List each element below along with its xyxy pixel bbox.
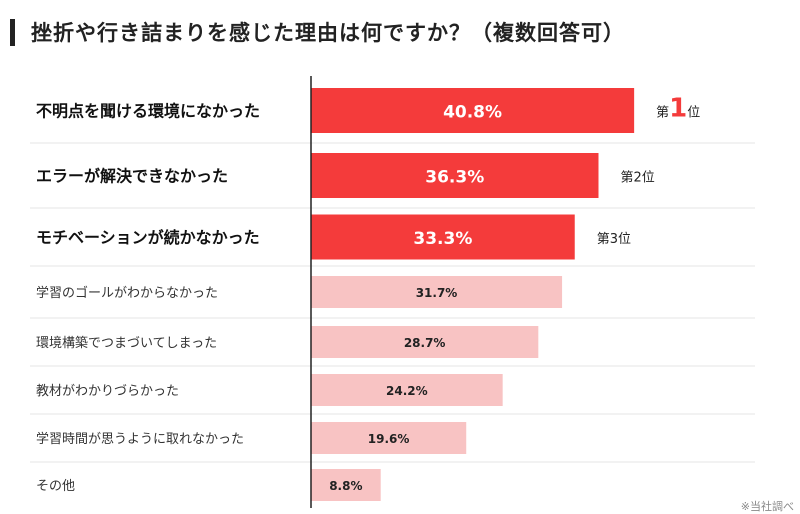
bar-8: [311, 469, 381, 501]
bar-7: [311, 422, 467, 454]
category-label: 教材がわかりづらかった: [36, 383, 179, 399]
rank-prefix: 第: [656, 106, 669, 121]
category-label: モチベーションが続かなかった: [36, 228, 260, 247]
category-label: エラーが解決できなかった: [36, 167, 228, 186]
chart-title-text: 挫折や行き詰まりを感じた理由は何ですか？（複数回答可）: [31, 21, 625, 45]
bar-2: [311, 153, 599, 198]
data-label: 24.2%: [386, 384, 428, 398]
data-label: 33.3%: [413, 229, 472, 249]
data-label: 36.3%: [425, 168, 484, 188]
category-label: 学習時間が思うように取れなかった: [36, 431, 244, 447]
footnote: ※当社調べ: [740, 500, 794, 513]
rank-prefix: 第: [597, 232, 610, 247]
bar-1: [311, 88, 635, 133]
rank-number: 3: [610, 232, 618, 247]
bar-3: [311, 214, 575, 260]
bar-4: [311, 276, 563, 308]
category-label: 学習のゴールがわからなかった: [36, 285, 218, 301]
bar-5: [311, 326, 539, 358]
category-label: その他: [36, 479, 75, 494]
category-label: 不明点を聞ける環境になかった: [36, 102, 260, 121]
category-label: 環境構築でつまづいてしまった: [36, 336, 217, 351]
rank-label: 第3位: [597, 232, 631, 247]
rank-suffix: 位: [618, 232, 631, 247]
data-label: 19.6%: [368, 432, 410, 446]
rank-suffix: 位: [642, 171, 655, 186]
rank-label: 第2位: [620, 171, 654, 186]
title-accent-bar: [10, 18, 15, 46]
chart-title: 挫折や行き詰まりを感じた理由は何ですか？（複数回答可）: [10, 17, 625, 47]
rank-number: 2: [634, 171, 642, 186]
data-label: 40.8%: [443, 103, 502, 123]
rank-prefix: 第: [620, 171, 633, 186]
data-label: 28.7%: [404, 336, 446, 350]
rank-number: 1: [669, 94, 687, 124]
rank-suffix: 位: [687, 106, 700, 121]
data-label: 31.7%: [416, 286, 458, 300]
data-label: 8.8%: [329, 479, 362, 493]
rank-label: 第1位: [656, 94, 700, 124]
bar-6: [311, 374, 503, 406]
